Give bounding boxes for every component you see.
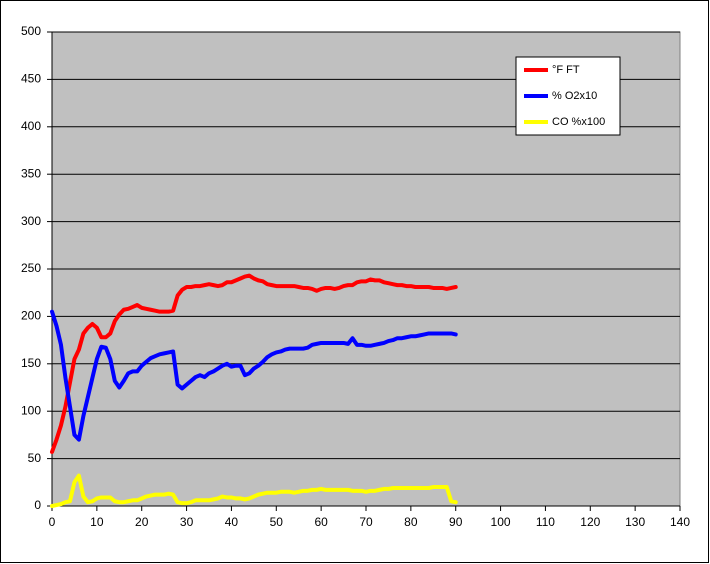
legend-label: % O2x10 [552,90,597,102]
y-tick-label: 450 [21,72,41,86]
y-tick-label: 500 [21,24,41,38]
y-tick-label: 350 [21,166,41,180]
x-tick-label: 20 [135,515,149,529]
y-tick-label: 50 [28,451,42,465]
legend-label: °F FT [552,64,580,76]
x-tick-label: 50 [270,515,284,529]
x-tick-label: 140 [670,515,690,529]
x-tick-label: 0 [49,515,56,529]
y-tick-label: 200 [21,309,41,323]
y-tick-label: 0 [34,498,41,512]
x-tick-label: 110 [536,515,555,529]
y-tick-label: 150 [21,356,41,370]
x-tick-label: 80 [404,515,418,529]
x-tick-label: 70 [359,515,373,529]
y-tick-label: 100 [21,403,41,417]
series-line [50,309,458,442]
series-line [50,473,458,508]
series-line [50,273,458,454]
x-tick-label: 40 [225,515,239,529]
y-tick-label: 300 [21,214,41,228]
x-tick-label: 10 [90,515,104,529]
x-tick-label: 120 [580,515,600,529]
y-tick-label: 400 [21,119,41,133]
x-tick-label: 90 [449,515,463,529]
legend-label: CO %x100 [552,116,605,128]
x-tick-label: 30 [180,515,194,529]
x-tick-label: 130 [625,515,645,529]
y-tick-label: 250 [21,261,41,275]
x-tick-label: 100 [491,515,511,529]
x-tick-label: 60 [314,515,328,529]
